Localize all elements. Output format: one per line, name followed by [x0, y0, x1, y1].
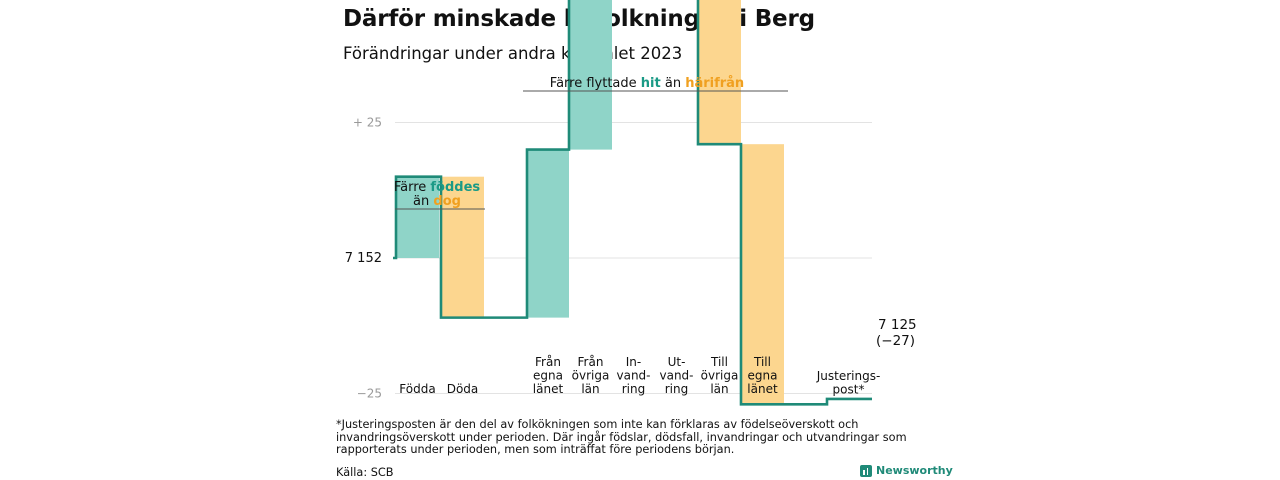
category-label: övriga [701, 369, 739, 383]
bar [741, 144, 784, 405]
total-line [393, 0, 872, 406]
category-label: egna [533, 369, 563, 383]
y-tick-label: + 25 [353, 116, 382, 130]
category-label: vand- [616, 369, 650, 383]
category-label: Från [578, 355, 604, 369]
category-label: Justerings- [816, 369, 881, 383]
source-label: Källa: SCB [336, 466, 394, 479]
category-label: länet [747, 382, 778, 396]
brand-name: Newsworthy [876, 464, 953, 477]
end-change-label: (−27) [876, 333, 915, 349]
bar [698, 0, 741, 145]
bar [527, 149, 569, 318]
annotation-births-deaths-line2: än dog [413, 194, 461, 209]
category-label: län [710, 382, 728, 396]
category-label: ring [622, 382, 646, 396]
category-label: övriga [572, 369, 610, 383]
brand-logo: Newsworthy [860, 464, 953, 477]
y-tick-label: −25 [357, 387, 382, 401]
category-label: länet [533, 382, 564, 396]
category-label: ring [665, 382, 689, 396]
category-label: vand- [659, 369, 693, 383]
category-label: Till [753, 355, 771, 369]
category-label: län [581, 382, 599, 396]
category-label: Födda [399, 382, 435, 396]
category-label: post* [833, 383, 865, 397]
category-label: Från [535, 355, 561, 369]
category-label: Döda [447, 382, 479, 396]
category-label: egna [748, 369, 778, 383]
category-label: Ut- [668, 355, 686, 369]
category-label: Till [710, 355, 728, 369]
footnote: *Justeringsposten är den del av folkökni… [336, 418, 907, 456]
bar-chart-icon [860, 464, 872, 477]
bar [569, 0, 612, 150]
annotation-migration: Färre flyttade hit än härifrån [550, 76, 744, 91]
bar [441, 176, 484, 318]
y-tick-label: 7 152 [345, 251, 382, 266]
bar [396, 176, 439, 258]
annotation-births-deaths-line1: Färre föddes [394, 180, 481, 195]
end-value-label: 7 125 [878, 317, 917, 333]
category-label: In- [626, 355, 641, 369]
